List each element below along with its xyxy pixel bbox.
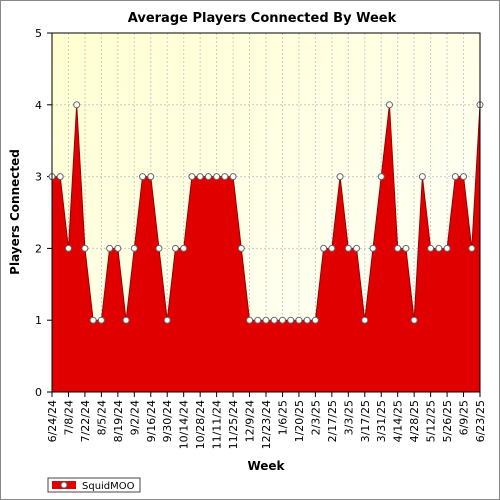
- marker: [394, 244, 402, 252]
- marker: [377, 173, 385, 181]
- marker: [344, 244, 352, 252]
- x-tick-label: 6/9/25: [458, 400, 471, 435]
- marker: [427, 244, 435, 252]
- marker: [320, 244, 328, 252]
- x-tick-label: 9/16/24: [145, 400, 158, 442]
- x-tick-label: 2/3/25: [309, 400, 322, 435]
- marker: [64, 244, 72, 252]
- marker: [122, 316, 130, 324]
- marker: [81, 244, 89, 252]
- marker: [237, 244, 245, 252]
- x-tick-label: 12/9/24: [244, 400, 257, 442]
- x-tick-label: 5/26/25: [441, 400, 454, 442]
- marker: [278, 316, 286, 324]
- marker: [460, 173, 468, 181]
- marker: [328, 244, 336, 252]
- x-tick-label: 1/6/25: [276, 400, 289, 435]
- x-tick-label: 9/2/24: [128, 400, 141, 435]
- marker: [451, 173, 459, 181]
- marker: [270, 316, 278, 324]
- x-tick-label: 3/31/25: [375, 400, 388, 442]
- marker: [295, 316, 303, 324]
- marker: [468, 244, 476, 252]
- x-tick-label: 1/20/25: [293, 400, 306, 442]
- marker: [196, 173, 204, 181]
- marker: [147, 173, 155, 181]
- marker: [106, 244, 114, 252]
- marker: [180, 244, 188, 252]
- chart-title: Average Players Connected By Week: [128, 11, 397, 26]
- x-tick-label: 8/19/24: [112, 400, 125, 442]
- area: [51, 104, 481, 393]
- y-tick-label: 5: [35, 27, 42, 40]
- marker: [188, 173, 196, 181]
- x-tick-label: 2/17/25: [326, 400, 339, 442]
- x-tick-label: 6/23/25: [474, 400, 487, 442]
- x-tick-label: 11/11/24: [211, 400, 224, 449]
- marker: [336, 173, 344, 181]
- x-tick-label: 4/28/25: [408, 400, 421, 442]
- marker: [287, 316, 295, 324]
- marker: [155, 244, 163, 252]
- x-tick-label: 10/14/24: [178, 400, 191, 449]
- x-tick-label: 8/5/24: [95, 400, 108, 435]
- legend-marker: [60, 481, 68, 489]
- marker: [311, 316, 319, 324]
- x-tick-label: 3/3/25: [342, 400, 355, 435]
- marker: [114, 244, 122, 252]
- marker: [213, 173, 221, 181]
- marker: [73, 101, 81, 109]
- marker: [353, 244, 361, 252]
- marker: [171, 244, 179, 252]
- x-tick-label: 12/23/24: [260, 400, 273, 449]
- x-tick-label: 6/24/24: [46, 400, 59, 442]
- marker: [89, 316, 97, 324]
- marker: [97, 316, 105, 324]
- plot-border: [51, 32, 481, 393]
- y-axis-label: Players Connected: [8, 149, 22, 275]
- marker: [418, 173, 426, 181]
- marker: [369, 244, 377, 252]
- marker: [204, 173, 212, 181]
- marker: [361, 316, 369, 324]
- marker: [262, 316, 270, 324]
- marker: [402, 244, 410, 252]
- marker: [303, 316, 311, 324]
- marker: [246, 316, 254, 324]
- y-tick-label: 0: [35, 386, 42, 399]
- y-tick-label: 4: [35, 99, 42, 112]
- y-tick-label: 2: [35, 242, 42, 255]
- x-tick-label: 3/17/25: [359, 400, 372, 442]
- x-tick-label: 9/30/24: [161, 400, 174, 442]
- marker: [385, 101, 393, 109]
- marker: [443, 244, 451, 252]
- x-tick-label: 11/25/24: [227, 400, 240, 449]
- marker: [435, 244, 443, 252]
- marker: [130, 244, 138, 252]
- x-tick-label: 7/22/24: [79, 400, 92, 442]
- y-tick-label: 1: [35, 314, 42, 327]
- x-tick-label: 10/28/24: [194, 400, 207, 449]
- x-tick-label: 7/8/24: [62, 400, 75, 435]
- x-tick-label: 4/14/25: [392, 400, 405, 442]
- legend-label: SquidMOO: [82, 481, 135, 492]
- marker: [254, 316, 262, 324]
- marker: [56, 173, 64, 181]
- marker: [221, 173, 229, 181]
- y-tick-label: 3: [35, 171, 42, 184]
- marker: [410, 316, 418, 324]
- marker: [163, 316, 171, 324]
- marker: [139, 173, 147, 181]
- x-tick-label: 5/12/25: [425, 400, 438, 442]
- x-axis-label: Week: [247, 459, 285, 473]
- marker: [229, 173, 237, 181]
